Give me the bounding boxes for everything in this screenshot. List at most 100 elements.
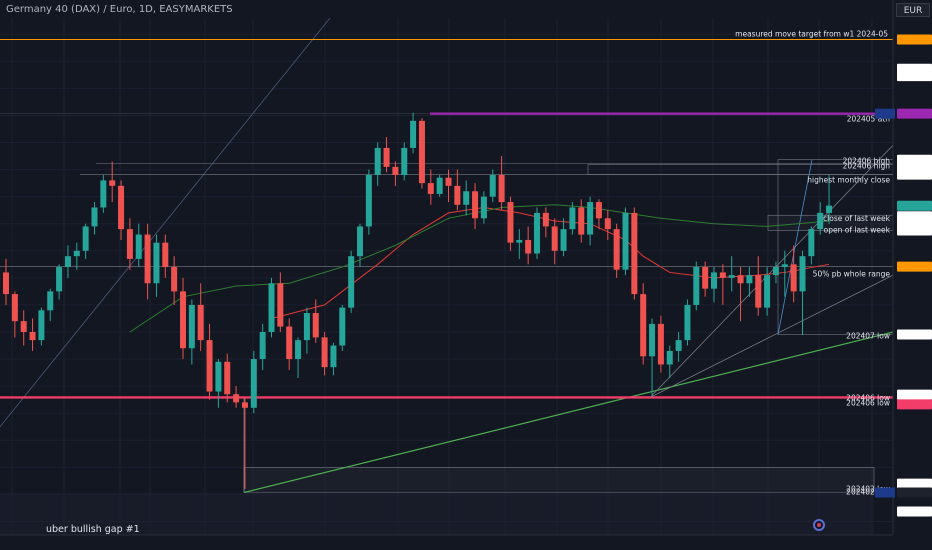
logo-icon[interactable] (813, 519, 825, 531)
candle (73, 242, 80, 270)
candle-body (330, 345, 337, 368)
candle (144, 223, 151, 300)
candle (693, 261, 700, 311)
level-annotation: 202406 high (843, 157, 891, 166)
candle (286, 318, 293, 370)
level-annotation: 202405 ath (847, 115, 891, 124)
candle (56, 264, 63, 300)
candle-body (578, 207, 585, 235)
level-annotation: 202402 low (846, 485, 890, 494)
candle (11, 291, 18, 338)
candle-body (613, 229, 620, 270)
candle-body (657, 323, 664, 365)
price-tag-bg (897, 399, 932, 410)
price-tag-bg (897, 34, 932, 45)
candle (312, 299, 319, 343)
candle-body (418, 120, 425, 184)
candle-body (29, 331, 36, 341)
upper-channel-line (0, 17, 331, 427)
candle-body (348, 256, 355, 308)
candle-body (250, 359, 257, 408)
candle-body (719, 272, 726, 278)
candle-body (215, 361, 222, 392)
candle-body (684, 304, 691, 341)
gap-zone (243, 467, 875, 493)
level-annotation: 202406 low (846, 398, 890, 407)
candle (268, 277, 275, 338)
candle (728, 256, 735, 292)
candle (454, 169, 461, 211)
candle-body (180, 291, 186, 349)
candle (259, 323, 266, 370)
price-tag-bg (897, 200, 932, 211)
candle-body (91, 207, 98, 227)
candle (162, 234, 169, 278)
candle-body (197, 304, 204, 341)
candle (197, 283, 204, 351)
lower-zone (0, 492, 874, 535)
candle (702, 261, 709, 297)
candle (684, 299, 691, 346)
price-axis-background (893, 0, 932, 550)
candle (126, 218, 133, 270)
candle-body (339, 307, 346, 346)
candle-body (206, 340, 213, 392)
candle-body (737, 275, 744, 284)
candle-body (649, 323, 656, 357)
candle (480, 191, 487, 224)
price-tag-bg (897, 487, 932, 498)
candle (374, 142, 381, 186)
candle-body (781, 264, 788, 268)
candle-body (808, 229, 815, 257)
candle (357, 223, 363, 268)
candle (233, 386, 240, 408)
channel-line-lower (649, 274, 894, 398)
candle-body (604, 218, 611, 230)
candle-body (11, 294, 18, 322)
candle (746, 267, 753, 297)
candle (534, 207, 540, 259)
currency-button[interactable]: EUR (896, 3, 930, 17)
candle (675, 331, 682, 362)
candle-body (463, 191, 470, 205)
candle (348, 250, 355, 314)
candle-body (312, 313, 319, 338)
level-annotation: 202402 low (846, 488, 890, 497)
candle-body (666, 350, 673, 365)
candle-body (551, 226, 558, 251)
candle-body (56, 267, 63, 292)
candle (498, 156, 505, 211)
candle-body (489, 174, 496, 197)
candle-body (109, 180, 116, 186)
candle (383, 137, 390, 173)
candle-body (516, 239, 523, 243)
candle (666, 345, 673, 379)
candle (427, 169, 434, 205)
price-tag-bg (897, 169, 932, 180)
candle (445, 169, 452, 203)
candle (295, 337, 302, 379)
candle-body (525, 239, 532, 254)
candle-body (631, 212, 638, 295)
candle (303, 307, 310, 354)
candle-body (480, 196, 487, 219)
candle-body (622, 212, 629, 270)
candle-body (595, 202, 602, 219)
candle-body (746, 275, 753, 284)
candle-body (224, 361, 231, 395)
candle (595, 199, 602, 230)
candle (711, 267, 717, 303)
candle (764, 267, 771, 316)
price-tag-bg (897, 261, 932, 272)
candle-body (383, 147, 390, 167)
candle-body (542, 212, 549, 227)
price-tag-bg (897, 217, 932, 228)
candle-body (790, 264, 797, 292)
candle-body (374, 147, 381, 175)
candle-body (436, 177, 443, 194)
candle (64, 245, 71, 278)
candle-body (135, 234, 142, 259)
candle-body (268, 283, 275, 332)
